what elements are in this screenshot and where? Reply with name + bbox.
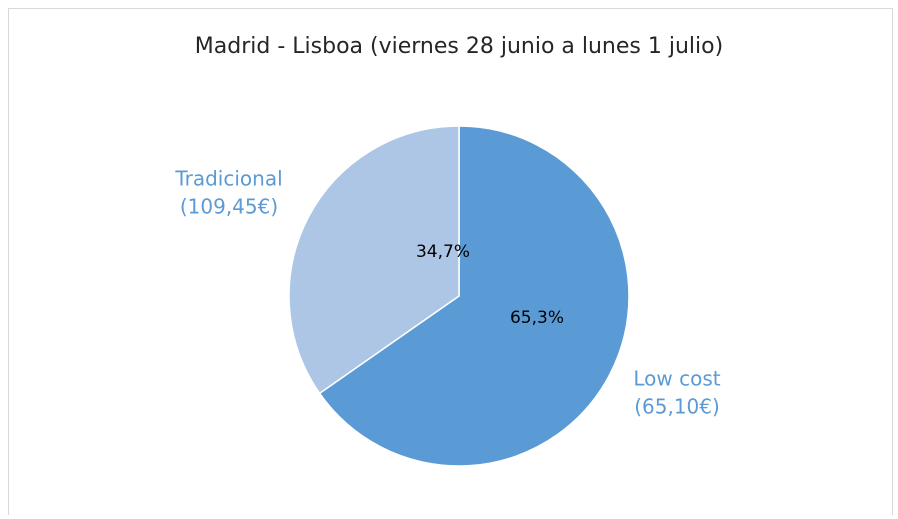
pie-slice	[318, 125, 630, 467]
category-label: Tradicional	[174, 167, 282, 191]
data-label: 65,3%	[510, 308, 564, 328]
category-label: Low cost	[633, 367, 720, 391]
category-note: (109,45€)	[180, 195, 278, 219]
category-note: (65,10€)	[634, 395, 720, 419]
pie-slice	[288, 125, 460, 395]
chart-title: Madrid - Lisboa (viernes 28 junio a lune…	[195, 34, 723, 59]
data-label: 34,7%	[416, 242, 470, 262]
